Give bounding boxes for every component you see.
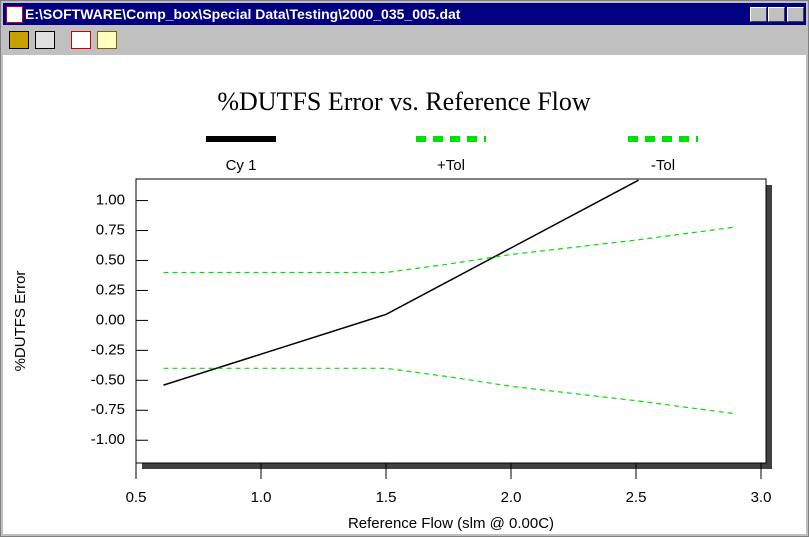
chart: %DUTFS Error vs. Reference Flow %DUTFS E… — [3, 55, 806, 534]
chart-button[interactable] — [71, 31, 91, 49]
x-tick-label: 2.0 — [501, 489, 522, 506]
legend-label: +Tol — [437, 157, 465, 174]
window-title: E:\SOFTWARE\Comp_box\Special Data\Testin… — [25, 6, 461, 22]
y-tick-label: 0.75 — [96, 221, 125, 238]
x-tick-label: 2.5 — [626, 489, 647, 506]
y-tick-label: 0.00 — [96, 311, 125, 328]
series-line — [163, 179, 639, 386]
minimize-button[interactable] — [750, 7, 767, 22]
y-axis-label: %DUTFS Error — [12, 271, 29, 372]
y-tick-label: 1.00 — [96, 192, 125, 209]
x-tick-label: 1.5 — [376, 489, 397, 506]
close-button[interactable] — [787, 7, 804, 22]
y-tick-label: 0.50 — [96, 251, 125, 268]
series-line — [163, 367, 737, 415]
y-tick-label: -0.25 — [91, 341, 125, 358]
print-button[interactable] — [35, 31, 55, 49]
chart-title: %DUTFS Error vs. Reference Flow — [217, 87, 591, 116]
y-tick-label: -0.50 — [91, 371, 125, 388]
x-axis-label: Reference Flow (slm @ 0.00C) — [348, 515, 554, 532]
open-button[interactable] — [9, 31, 29, 49]
y-tick-label: 0.25 — [96, 281, 125, 298]
x-tick-label: 1.0 — [251, 489, 272, 506]
title-bar: E:\SOFTWARE\Comp_box\Special Data\Testin… — [3, 3, 806, 25]
legend-label: -Tol — [651, 157, 675, 174]
x-tick-label: 3.0 — [751, 489, 772, 506]
series-line — [163, 226, 737, 274]
toolbar — [3, 27, 806, 53]
legend-label: Cy 1 — [226, 157, 257, 174]
maximize-button[interactable] — [768, 7, 785, 22]
notes-button[interactable] — [97, 31, 117, 49]
plot-area — [135, 178, 767, 464]
y-tick-label: -1.00 — [91, 431, 125, 448]
y-tick-label: -0.75 — [91, 401, 125, 418]
x-tick-label: 0.5 — [126, 489, 147, 506]
app-icon — [6, 6, 23, 23]
